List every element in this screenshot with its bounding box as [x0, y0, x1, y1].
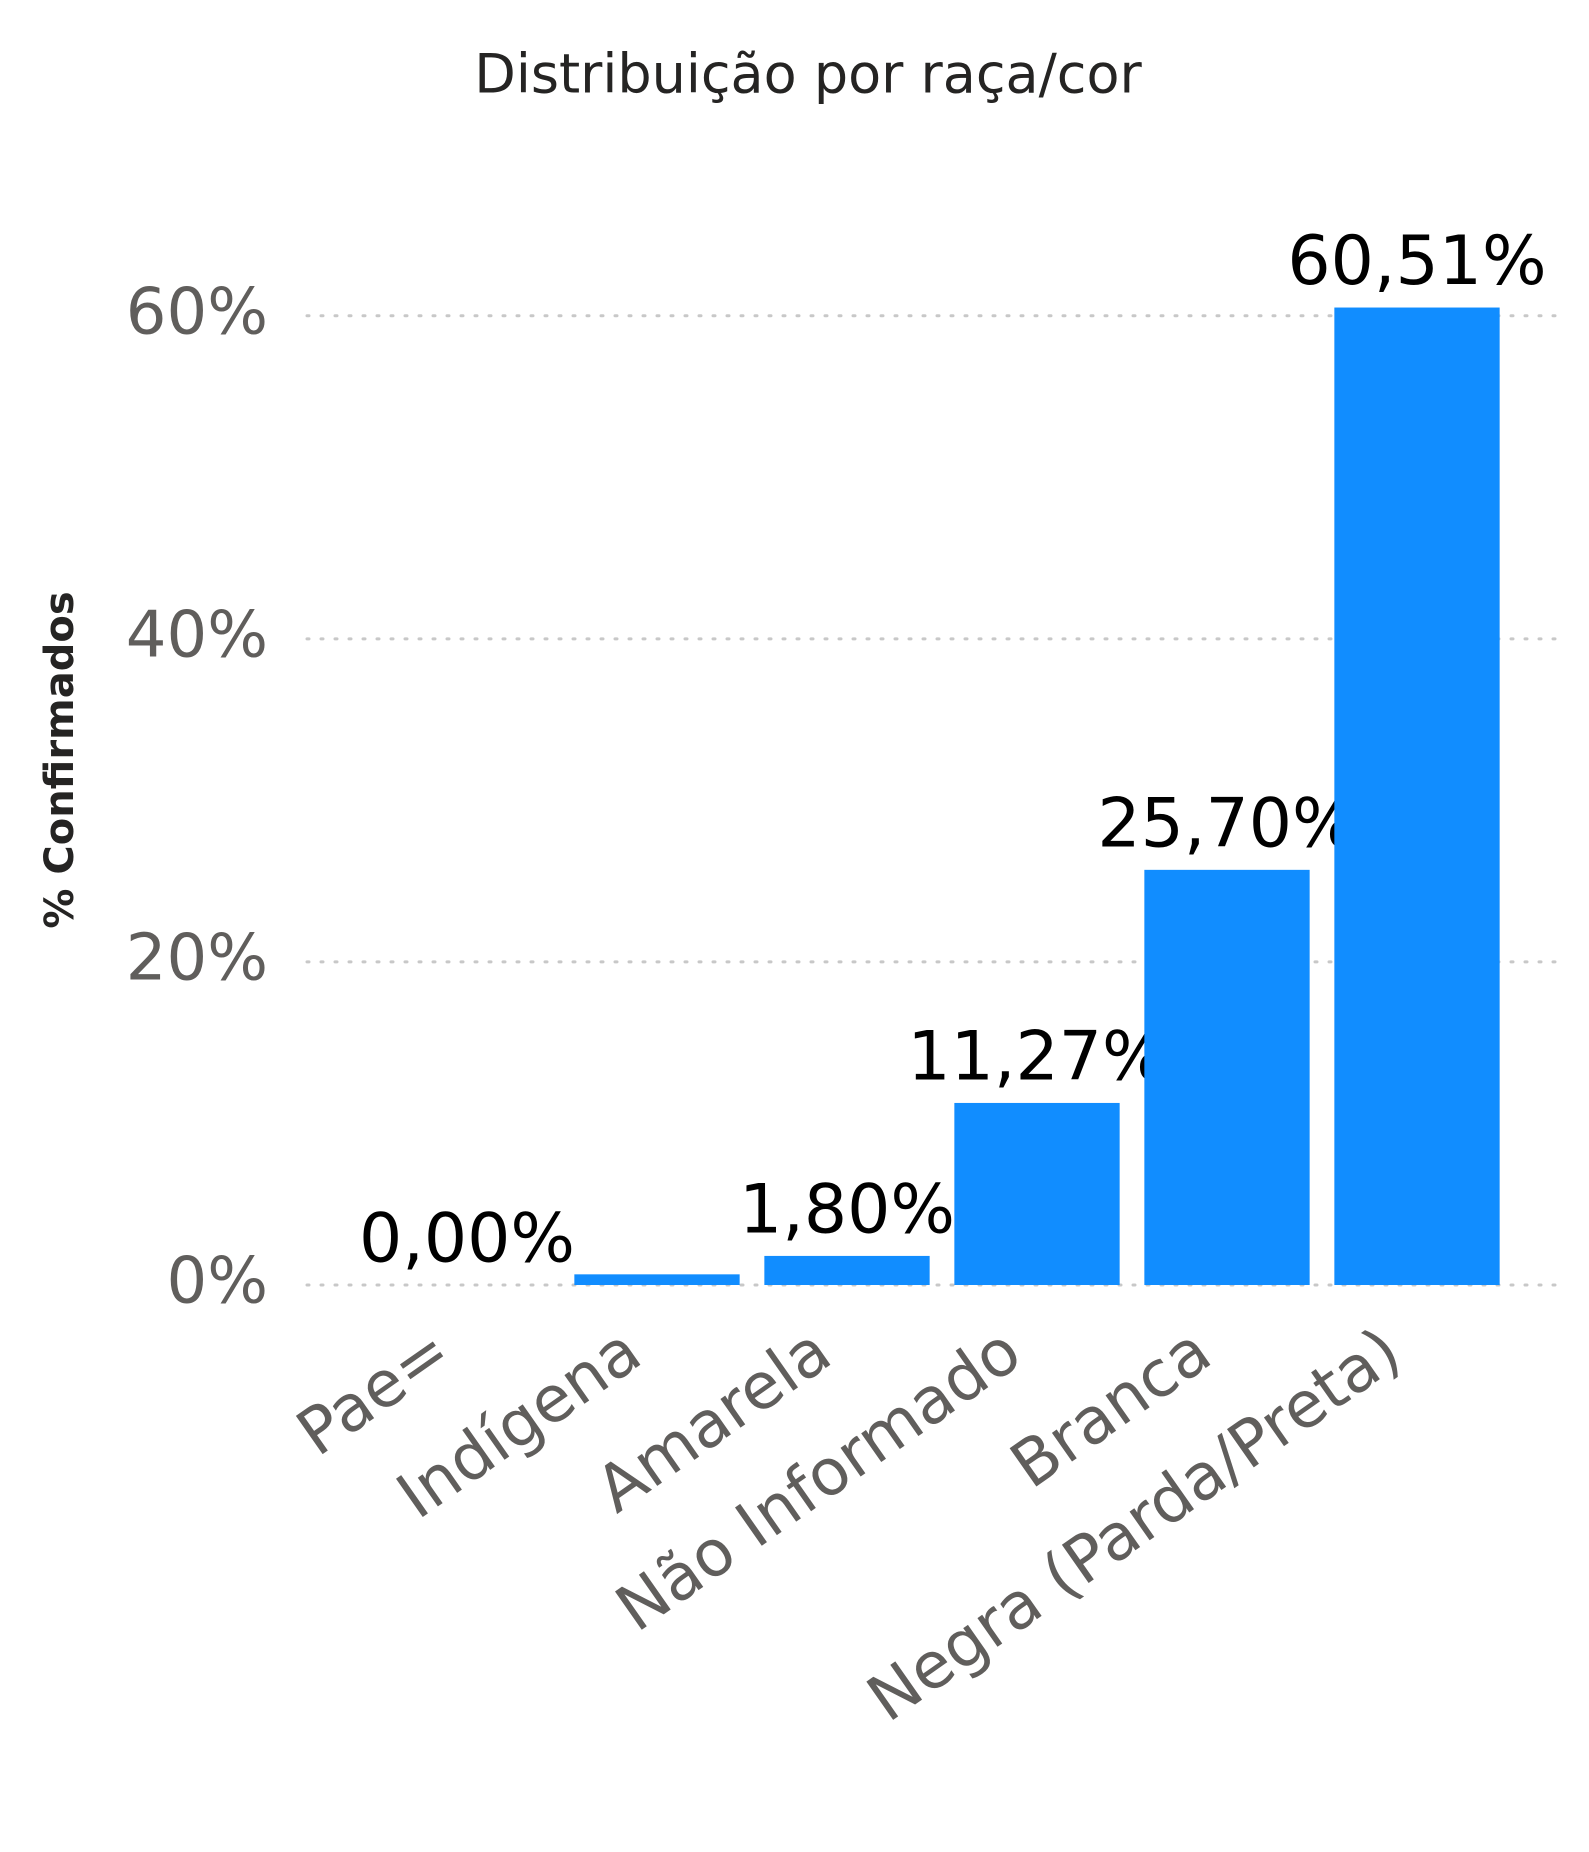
data-label: 25,70% [1097, 784, 1356, 863]
chart-title: Distribuição por raça/cor [474, 43, 1142, 106]
data-label: 1,80% [739, 1170, 955, 1249]
data-label: 60,51% [1287, 222, 1546, 301]
bar [764, 1255, 930, 1285]
y-tick-label: 0% [166, 1245, 268, 1319]
y-axis-label: % Confirmados [37, 591, 83, 928]
data-label: 0,00% [359, 1200, 575, 1279]
y-tick-label: 20% [126, 922, 268, 996]
y-tick-label: 60% [126, 275, 268, 349]
y-tick-label: 40% [126, 598, 268, 672]
data-label: 11,27% [907, 1017, 1166, 1096]
bar [574, 1274, 740, 1285]
bar [1144, 869, 1310, 1285]
bar [954, 1102, 1120, 1285]
bar [1334, 307, 1500, 1285]
